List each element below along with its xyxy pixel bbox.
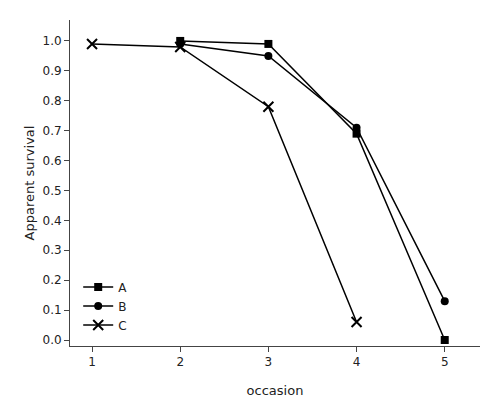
svg-text:A: A bbox=[118, 281, 127, 295]
svg-text:5: 5 bbox=[441, 355, 449, 369]
svg-text:0.5: 0.5 bbox=[43, 184, 62, 198]
svg-text:0.0: 0.0 bbox=[43, 333, 62, 347]
svg-text:Apparent survival: Apparent survival bbox=[22, 126, 37, 241]
svg-text:C: C bbox=[118, 319, 126, 333]
svg-text:3: 3 bbox=[265, 355, 273, 369]
svg-text:0.3: 0.3 bbox=[43, 243, 62, 257]
svg-text:0.2: 0.2 bbox=[43, 273, 62, 287]
svg-text:0.1: 0.1 bbox=[43, 303, 62, 317]
svg-text:2: 2 bbox=[176, 355, 184, 369]
svg-text:occasion: occasion bbox=[247, 383, 304, 398]
svg-text:1: 1 bbox=[88, 355, 96, 369]
svg-text:1.0: 1.0 bbox=[43, 34, 62, 48]
svg-text:0.9: 0.9 bbox=[43, 64, 62, 78]
svg-text:B: B bbox=[118, 300, 126, 314]
svg-text:4: 4 bbox=[353, 355, 361, 369]
svg-text:0.4: 0.4 bbox=[43, 214, 62, 228]
svg-text:0.7: 0.7 bbox=[43, 124, 62, 138]
svg-text:0.8: 0.8 bbox=[43, 94, 62, 108]
svg-text:0.6: 0.6 bbox=[43, 154, 62, 168]
